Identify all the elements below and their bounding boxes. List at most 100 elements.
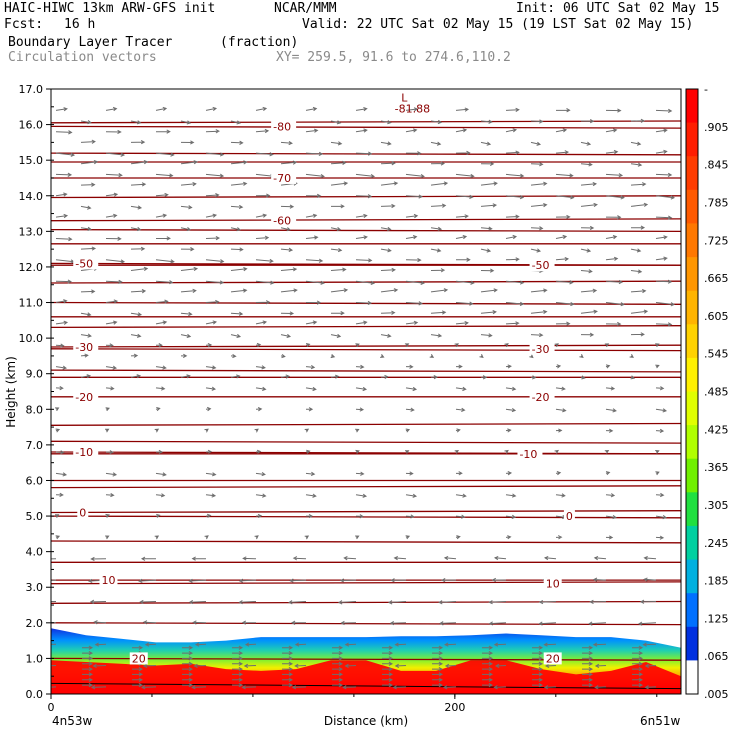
- wind-vector: [155, 365, 167, 370]
- wind-vector: [555, 493, 566, 498]
- wind-vector: [132, 645, 144, 650]
- wind-vector: [555, 471, 562, 476]
- wind-vector: [491, 577, 507, 583]
- wind-vector: [405, 514, 415, 519]
- wind-vector: [480, 141, 492, 146]
- wind-vector: [405, 428, 411, 433]
- wind-vector: [105, 450, 114, 455]
- contour-label: -50: [75, 257, 93, 270]
- colorbar-swatch: [686, 492, 698, 527]
- wind-vector: [430, 288, 449, 293]
- wind-vector: [82, 672, 94, 677]
- wind-vector: [555, 256, 570, 262]
- wind-vector: [582, 661, 594, 666]
- forecast-hours: 16 h: [64, 17, 96, 32]
- wind-vector: [105, 299, 119, 304]
- wind-vector: [230, 333, 242, 338]
- colorbar-label: .665: [704, 272, 729, 285]
- wind-vector: [505, 128, 518, 133]
- wind-vector: [155, 213, 168, 218]
- wind-vector: [530, 181, 548, 186]
- wind-vector: [488, 600, 507, 605]
- colorbar-label: .785: [704, 196, 729, 209]
- colorbar-swatch: [686, 290, 698, 325]
- wind-vector: [482, 672, 494, 677]
- wind-vector: [205, 152, 225, 157]
- wind-vector: [530, 248, 542, 253]
- colorbar-label: -: [704, 83, 708, 96]
- y-tick-label: 17.0: [19, 83, 44, 96]
- y-tick-label: 2.0: [26, 617, 44, 630]
- wind-vector: [182, 682, 194, 688]
- wind-vector: [382, 666, 394, 672]
- colorbar-label: .845: [704, 159, 729, 172]
- wind-vector: [555, 408, 567, 413]
- wind-vector: [530, 375, 537, 380]
- wind-vector: [355, 213, 368, 218]
- wind-vector: [532, 666, 544, 672]
- wind-vector: [405, 128, 418, 133]
- contour-label-bg: [563, 510, 575, 523]
- model-title: HAIC-HIWC 13km ARW-GFS init: [4, 1, 216, 16]
- wind-vector: [444, 663, 457, 669]
- wind-vector: [630, 162, 643, 167]
- wind-vector: [156, 343, 163, 348]
- wind-vector: [155, 129, 171, 134]
- wind-vector: [455, 150, 471, 156]
- wind-vector: [482, 656, 494, 661]
- wind-vector: [405, 320, 419, 325]
- wind-vector: [339, 578, 357, 583]
- wind-vector: [455, 128, 468, 133]
- wind-vector: [630, 118, 646, 123]
- wind-vector: [655, 149, 668, 154]
- wind-vector: [105, 172, 123, 178]
- wind-vector: [455, 364, 463, 369]
- wind-vector: [82, 645, 94, 650]
- wind-vector: [380, 161, 396, 166]
- wind-vector: [630, 202, 649, 207]
- wind-vector: [155, 472, 167, 477]
- wind-vector: [380, 141, 392, 146]
- wind-vector: [144, 642, 157, 647]
- wind-vector: [132, 682, 144, 688]
- wind-vector: [530, 141, 542, 146]
- wind-vector: [605, 428, 614, 433]
- wind-vector: [554, 343, 559, 348]
- temperature-contour: [51, 657, 681, 661]
- wind-vector: [180, 266, 199, 272]
- wind-vector: [480, 248, 492, 253]
- wind-vector: [605, 279, 624, 285]
- wind-vector: [139, 599, 157, 605]
- contour-label: -30: [75, 341, 93, 354]
- wind-vector: [280, 333, 292, 338]
- wind-vector: [455, 194, 474, 199]
- contour-label-bg: [129, 652, 148, 665]
- colorbar-swatch: [686, 559, 698, 594]
- wind-vector: [255, 407, 263, 412]
- temperature-contour: [51, 120, 681, 124]
- wind-vector: [193, 663, 207, 669]
- wind-vector: [194, 642, 207, 647]
- wind-vector: [230, 247, 244, 252]
- wind-vector: [430, 181, 449, 186]
- wind-vector: [482, 645, 494, 650]
- wind-vector: [439, 621, 457, 626]
- wind-vector: [405, 386, 418, 392]
- wind-vector: [155, 299, 169, 304]
- wind-vector: [205, 235, 221, 241]
- wind-vector: [604, 343, 610, 348]
- wind-vector: [205, 280, 225, 285]
- wind-vector: [282, 677, 294, 682]
- wind-vector: [230, 120, 242, 125]
- wind-vector: [505, 428, 512, 433]
- wind-vector: [141, 685, 157, 690]
- wind-vector: [55, 130, 73, 135]
- wind-vector: [180, 247, 195, 252]
- wind-vector: [330, 204, 345, 209]
- wind-vector: [255, 513, 263, 519]
- wind-vector: [51, 579, 57, 581]
- wind-vector: [80, 333, 92, 338]
- contour-label-bg: [529, 390, 555, 403]
- wind-vector: [280, 140, 293, 146]
- wind-vector: [204, 428, 209, 433]
